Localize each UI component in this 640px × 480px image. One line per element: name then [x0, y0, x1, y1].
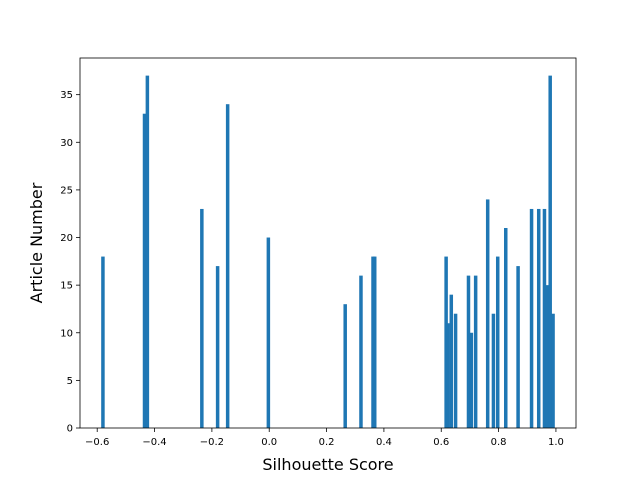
bar — [449, 294, 454, 428]
y-tick-label: 25 — [60, 185, 73, 196]
bar — [516, 266, 520, 428]
bar — [495, 256, 500, 428]
y-tick-label: 30 — [60, 138, 73, 149]
bar — [372, 256, 377, 428]
y-axis-label: Article Number — [27, 182, 46, 303]
x-tick-label: −0.4 — [142, 437, 166, 448]
bar — [343, 304, 347, 428]
y-tick-label: 10 — [60, 328, 73, 339]
bar — [529, 208, 534, 428]
x-tick-label: 0.6 — [433, 437, 449, 448]
bar — [545, 285, 550, 428]
bar — [469, 332, 474, 428]
x-tick-label: −0.2 — [200, 437, 224, 448]
bar — [101, 256, 105, 428]
bar — [504, 228, 508, 428]
bar — [548, 75, 552, 428]
y-tick-label: 20 — [60, 233, 73, 244]
bar — [225, 104, 230, 428]
x-tick-label: 1.0 — [548, 437, 564, 448]
y-tick-label: 5 — [67, 376, 73, 387]
x-axis-label: Silhouette Score — [262, 455, 393, 474]
bar — [473, 275, 478, 428]
x-tick-label: 0.2 — [319, 437, 335, 448]
bar — [142, 113, 147, 428]
plot-area-frame — [79, 57, 577, 429]
x-tick-label: −0.6 — [85, 437, 109, 448]
bar — [145, 75, 150, 428]
bar — [491, 313, 496, 428]
bar — [485, 199, 490, 428]
bar — [446, 323, 450, 428]
bar — [200, 208, 204, 428]
x-axis-ticks: −0.6 −0.4 −0.2 0.0 0.2 0.4 0.6 0.8 1.0 — [85, 428, 564, 448]
bar — [542, 208, 547, 428]
x-tick-label: 0.8 — [491, 437, 507, 448]
bar — [551, 313, 555, 428]
y-axis-ticks: 0 5 10 15 20 25 30 35 — [60, 90, 80, 435]
x-tick-label: 0.0 — [261, 437, 277, 448]
y-tick-label: 35 — [60, 90, 73, 101]
bar — [266, 237, 271, 428]
bar — [359, 275, 363, 428]
y-tick-label: 15 — [60, 281, 73, 292]
bar — [453, 313, 458, 428]
bar-series — [101, 75, 555, 428]
bar — [536, 208, 541, 428]
y-tick-label: 0 — [67, 424, 73, 435]
x-tick-label: 0.4 — [376, 437, 392, 448]
bar — [466, 275, 471, 428]
bar — [215, 266, 220, 428]
